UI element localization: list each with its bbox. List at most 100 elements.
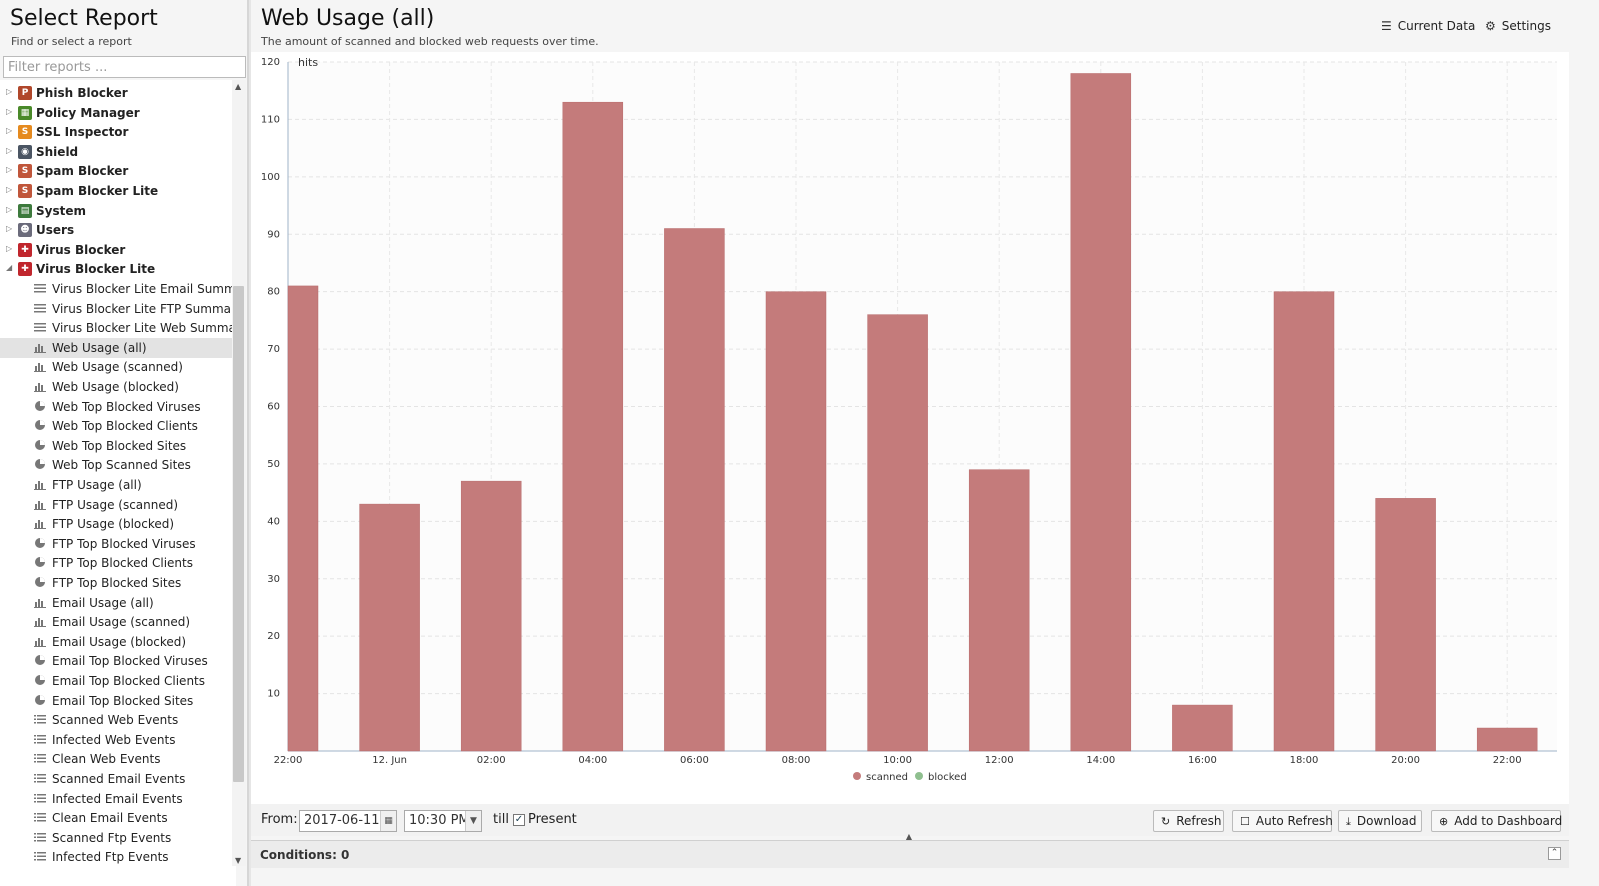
x-tick-label: 16:00	[1188, 755, 1217, 766]
settings-label: Settings	[1501, 19, 1551, 33]
report-row[interactable]: Infected Web Events	[0, 730, 236, 750]
report-row[interactable]: FTP Top Blocked Clients	[0, 553, 236, 573]
download-button[interactable]: ⤓ Download	[1338, 810, 1422, 832]
pie-chart-icon	[34, 556, 46, 568]
y-tick-label: 10	[267, 689, 280, 700]
tree-scrollbar[interactable]: ▲ ▼	[232, 80, 246, 866]
expand-icon[interactable]: ⌃	[1548, 847, 1561, 860]
report-row[interactable]: Email Top Blocked Sites	[0, 691, 236, 711]
report-row[interactable]: FTP Top Blocked Viruses	[0, 534, 236, 554]
report-row[interactable]: Web Usage (blocked)	[0, 377, 236, 397]
report-row[interactable]: Scanned Ftp Events	[0, 828, 236, 848]
category-label: Spam Blocker	[36, 164, 129, 179]
report-row[interactable]: Virus Blocker Lite Email Summary	[0, 279, 236, 299]
splitter-handle[interactable]: ▲	[905, 832, 913, 841]
expand-arrow-icon[interactable]: ▷	[6, 243, 13, 253]
category-row[interactable]: ▷ S Spam Blocker Lite	[0, 181, 236, 201]
report-row[interactable]: Email Usage (all)	[0, 593, 236, 613]
category-row[interactable]: ▷ ✚ Virus Blocker	[0, 240, 236, 260]
settings-button[interactable]: ⚙ Settings	[1485, 19, 1551, 33]
x-tick-label: 02:00	[477, 755, 506, 766]
scroll-down-icon[interactable]: ▼	[235, 856, 242, 865]
filter-reports-input[interactable]	[3, 56, 246, 78]
report-row[interactable]: Infected Email Events	[0, 789, 236, 809]
report-row[interactable]: Web Top Blocked Clients	[0, 416, 236, 436]
conditions-bar[interactable]: Conditions: 0 ⌃	[251, 840, 1569, 868]
report-label: FTP Top Blocked Clients	[52, 556, 193, 571]
auto-refresh-button[interactable]: ☐ Auto Refresh	[1232, 810, 1333, 832]
report-row[interactable]: FTP Usage (blocked)	[0, 514, 236, 534]
x-tick-label: 06:00	[680, 755, 709, 766]
report-row[interactable]: Email Top Blocked Clients	[0, 671, 236, 691]
x-tick-label: 12. Jun	[372, 755, 407, 766]
report-row[interactable]: Web Top Blocked Sites	[0, 436, 236, 456]
from-date-field[interactable]: 2017-06-11 ▦	[299, 810, 397, 832]
report-row[interactable]: Clean Web Events	[0, 749, 236, 769]
y-tick-label: 60	[267, 402, 280, 413]
till-label: till	[493, 812, 509, 827]
report-row[interactable]: FTP Usage (all)	[0, 475, 236, 495]
report-label: Web Top Blocked Sites	[52, 438, 187, 453]
category-row[interactable]: ▷ S Spam Blocker	[0, 161, 236, 181]
report-row[interactable]: Web Usage (scanned)	[0, 357, 236, 377]
conditions-label: Conditions: 0	[260, 848, 350, 862]
bar-scanned	[1273, 291, 1335, 752]
category-row[interactable]: ▷ ☻ Users	[0, 220, 236, 240]
report-row[interactable]: Infected Ftp Events	[0, 847, 236, 867]
report-row[interactable]: Email Usage (scanned)	[0, 612, 236, 632]
scroll-thumb[interactable]	[233, 286, 244, 782]
category-row[interactable]: ▷ S SSL Inspector	[0, 122, 236, 142]
calendar-icon[interactable]: ▦	[380, 811, 396, 831]
report-row[interactable]: FTP Usage (scanned)	[0, 495, 236, 515]
refresh-button[interactable]: ↻ Refresh	[1153, 810, 1224, 832]
report-row[interactable]: Scanned Web Events	[0, 710, 236, 730]
pie-chart-icon	[34, 576, 46, 588]
report-row[interactable]: FTP Top Blocked Sites	[0, 573, 236, 593]
report-row[interactable]: Web Top Scanned Sites	[0, 455, 236, 475]
refresh-label: Refresh	[1176, 814, 1222, 828]
report-label: Email Top Blocked Viruses	[52, 654, 208, 669]
report-row[interactable]: Scanned Email Events	[0, 769, 236, 789]
expand-arrow-icon[interactable]: ▷	[6, 185, 13, 194]
report-row[interactable]: Web Top Blocked Viruses	[0, 397, 236, 417]
report-row[interactable]: Email Usage (blocked)	[0, 632, 236, 652]
expand-arrow-icon[interactable]: ▷	[6, 204, 13, 214]
gear-icon: ⚙	[1485, 19, 1496, 33]
expand-arrow-icon[interactable]: ▷	[6, 106, 13, 116]
category-label: Virus Blocker	[36, 242, 126, 257]
expand-arrow-icon[interactable]: ▷	[6, 145, 13, 155]
expand-arrow-icon[interactable]: ▷	[6, 224, 13, 234]
auto-refresh-label: Auto Refresh	[1255, 814, 1333, 828]
current-data-button[interactable]: ☰ Current Data	[1381, 19, 1475, 33]
present-checkbox[interactable]: ✓	[513, 814, 525, 826]
category-row[interactable]: ▷ ◉ Shield	[0, 142, 236, 162]
report-row[interactable]: Email Top Blocked Viruses	[0, 651, 236, 671]
add-to-dashboard-button[interactable]: ⊕ Add to Dashboard	[1431, 810, 1562, 832]
virus-blocker-lite-icon: ✚	[18, 262, 32, 277]
report-row[interactable]: Virus Blocker Lite Web Summary	[0, 318, 236, 338]
report-label: Scanned Web Events	[52, 713, 179, 728]
category-row[interactable]: ▷ P Phish Blocker	[0, 83, 236, 103]
download-label: Download	[1356, 814, 1417, 828]
bar-scanned	[1172, 704, 1233, 752]
bar-scanned	[664, 228, 725, 752]
expand-arrow-icon[interactable]: ▷	[6, 165, 13, 175]
legend-marker-blocked	[915, 772, 923, 780]
x-tick-label: 22:00	[1493, 755, 1522, 766]
from-time-field[interactable]: 10:30 PM ▼	[404, 810, 482, 832]
scroll-up-icon[interactable]: ▲	[235, 82, 242, 91]
report-row[interactable]: Web Usage (all)	[0, 337, 236, 358]
report-sidebar: Select Report Find or select a report ▷ P…	[0, 0, 249, 886]
expand-arrow-icon[interactable]: ▷	[6, 126, 13, 136]
sidebar-title: Select Report	[10, 6, 158, 31]
text-report-icon	[34, 282, 46, 294]
collapse-arrow-icon[interactable]: ◢	[6, 263, 13, 273]
report-row[interactable]: Virus Blocker Lite FTP Summary	[0, 299, 236, 319]
report-label: Clean Web Events	[52, 752, 161, 767]
report-row[interactable]: Clean Email Events	[0, 808, 236, 828]
category-row[interactable]: ▷ ▦ Policy Manager	[0, 103, 236, 123]
category-row[interactable]: ◢ ✚ Virus Blocker Lite	[0, 259, 236, 279]
expand-arrow-icon[interactable]: ▷	[6, 87, 13, 96]
chevron-down-icon[interactable]: ▼	[465, 811, 481, 831]
category-row[interactable]: ▷ ▤ System	[0, 201, 236, 221]
